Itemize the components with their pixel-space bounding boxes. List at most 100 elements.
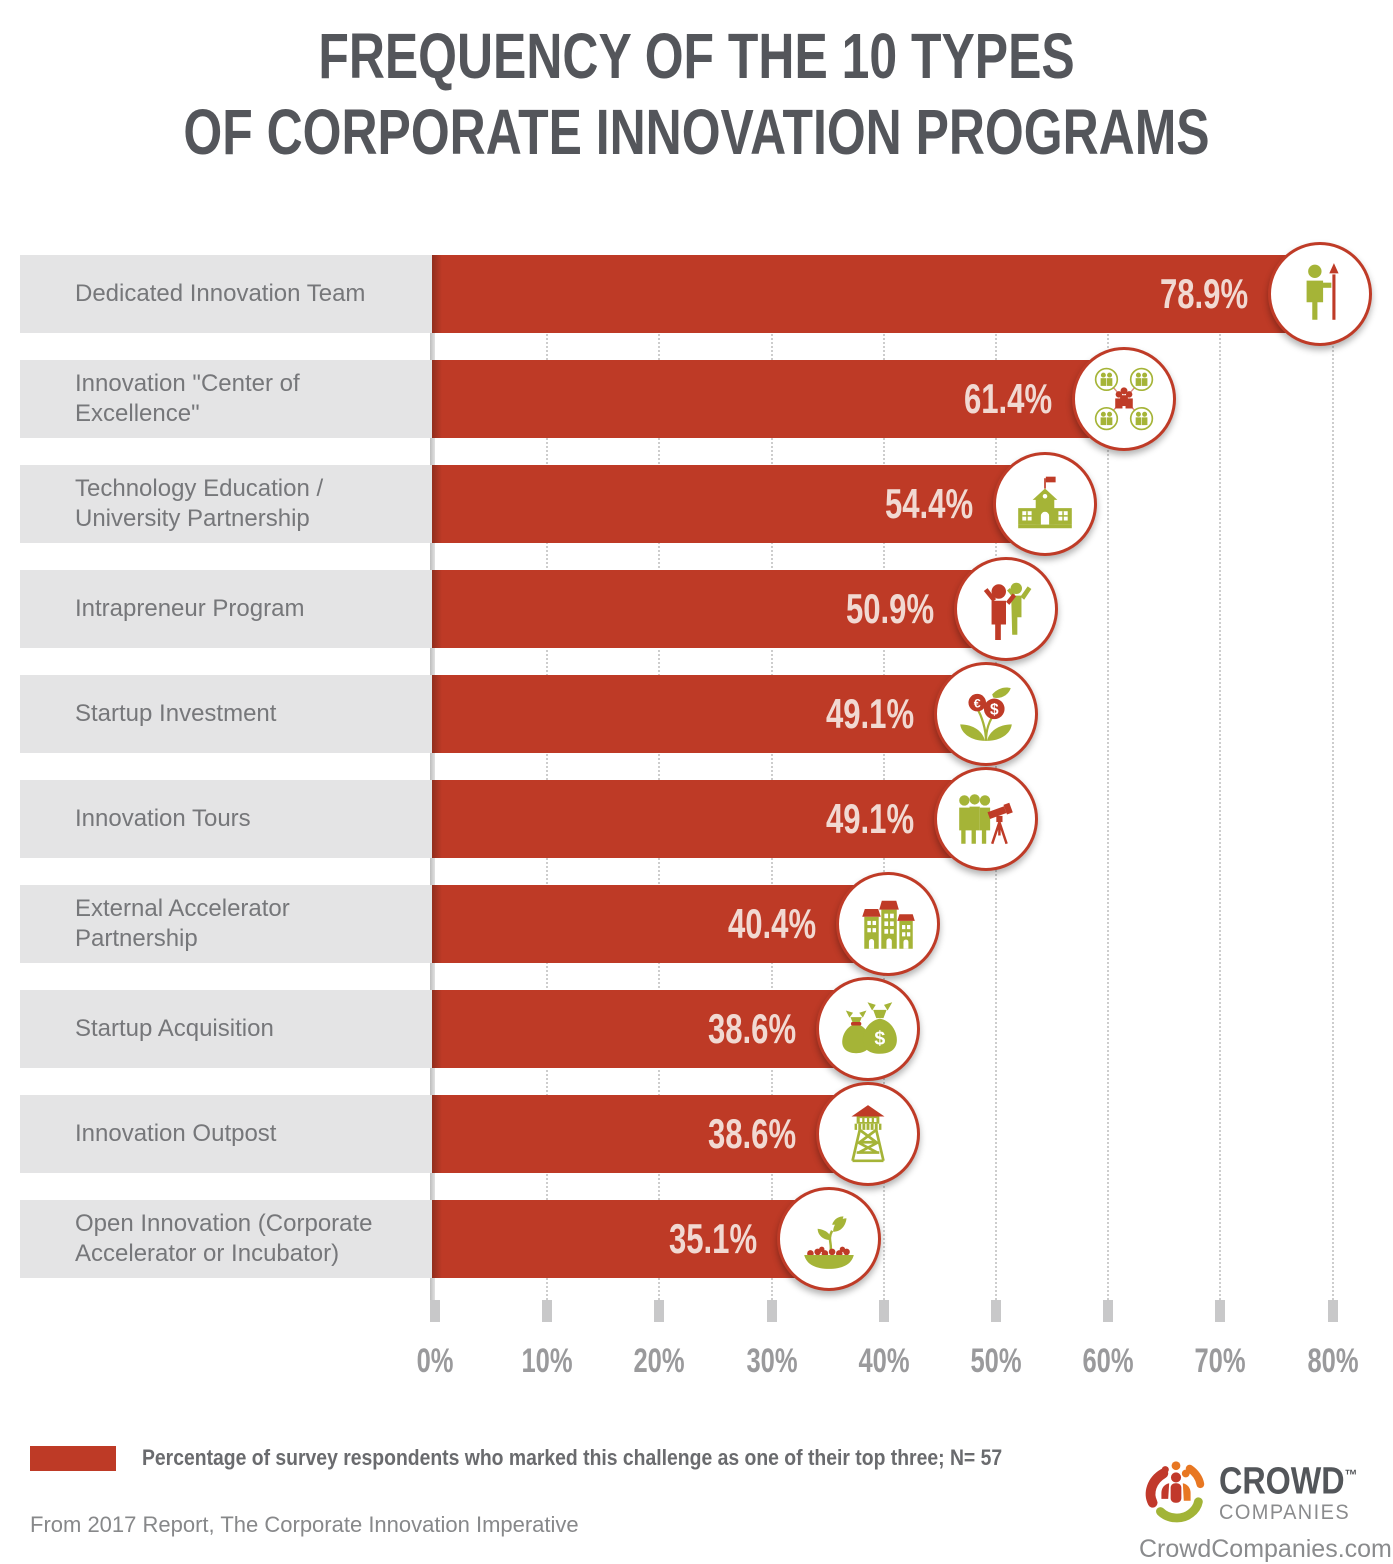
website-link[interactable]: CrowdCompanies.com xyxy=(1139,1535,1392,1563)
legend-text: Percentage of survey respondents who mar… xyxy=(142,1445,1003,1470)
category-label-box: External Accelerator Partnership xyxy=(20,885,432,963)
people-telescope-icon-circle xyxy=(933,767,1038,871)
watchtower-icon xyxy=(835,1101,901,1167)
category-label-box: Innovation "Center of Excellence" xyxy=(20,360,432,438)
category-label: Technology Education / University Partne… xyxy=(75,475,324,532)
bar: 78.9% xyxy=(432,255,1321,333)
axis-tick-mark xyxy=(654,1300,665,1322)
svg-text:$: $ xyxy=(990,702,999,719)
category-label: Innovation "Center of Excellence" xyxy=(75,370,300,427)
category-label-box: Intrapreneur Program xyxy=(20,570,432,648)
axis-tick-mark xyxy=(878,1300,889,1322)
page-title: FREQUENCY OF THE 10 TYPES OF CORPORATE I… xyxy=(0,18,1393,170)
axis-tick-mark xyxy=(1215,1300,1226,1322)
chart-row: 54.4% Technology Education / University P… xyxy=(0,452,1393,556)
plant-with-coins-icon-circle: € $ xyxy=(933,662,1038,766)
axis-tick-mark xyxy=(1103,1300,1114,1322)
money-bags-icon-circle: $ xyxy=(816,977,921,1081)
gridline xyxy=(1107,255,1110,1315)
axis-tick-label: 30% xyxy=(746,1342,798,1380)
source-note: From 2017 Report, The Corporate Innovati… xyxy=(30,1512,579,1537)
axis-tick-label: 0% xyxy=(416,1342,454,1380)
axis-tick-label: 10% xyxy=(521,1342,573,1380)
person-with-spear-icon-circle xyxy=(1268,242,1373,346)
logo-name: CROWD™ xyxy=(1219,1460,1358,1503)
axis-tick-label: 70% xyxy=(1194,1342,1246,1380)
axis-tick-mark xyxy=(991,1300,1001,1322)
chart-row: 49.1% Innovation Tours xyxy=(0,767,1393,871)
bar: 40.4% xyxy=(432,885,889,963)
bar-value-label: 38.6% xyxy=(707,1005,797,1052)
category-label: Innovation Tours xyxy=(75,805,251,832)
trademark-symbol: ™ xyxy=(1344,1467,1358,1484)
sprout-bowl-icon-circle xyxy=(776,1187,881,1291)
category-label: Intrapreneur Program xyxy=(75,595,305,622)
category-label-box: Open Innovation (Corporate Accelerator o… xyxy=(20,1200,432,1278)
bar: 38.6% xyxy=(432,1095,869,1173)
category-label: Startup Acquisition xyxy=(75,1015,274,1042)
bar-value-label: 54.4% xyxy=(885,480,974,527)
money-bags-icon: $ xyxy=(835,996,901,1062)
bar-value-label: 49.1% xyxy=(825,795,914,842)
axis-tick-mark xyxy=(766,1300,777,1322)
axis-tick-label: 20% xyxy=(633,1342,685,1380)
legend: Percentage of survey respondents who mar… xyxy=(30,1445,1119,1471)
legend-swatch xyxy=(30,1445,116,1471)
svg-text:€: € xyxy=(974,696,981,710)
people-network-icon xyxy=(1091,366,1157,432)
axis-tick-mark xyxy=(1327,1300,1338,1322)
category-label: External Accelerator Partnership xyxy=(75,895,290,952)
bar: 49.1% xyxy=(432,780,986,858)
brand-block: CROWD™ COMPANIES CrowdCompanies.com xyxy=(1139,1455,1392,1564)
axis-tick-label: 40% xyxy=(858,1342,910,1380)
category-label: Open Innovation (Corporate Accelerator o… xyxy=(75,1210,373,1267)
crowd-companies-logo-icon xyxy=(1145,1461,1205,1523)
bar: 50.9% xyxy=(432,570,1007,648)
category-label-box: Technology Education / University Partne… xyxy=(20,465,432,543)
title-line-1: FREQUENCY OF THE 10 TYPES xyxy=(318,20,1075,92)
axis-tick-label: 60% xyxy=(1082,1342,1134,1380)
bar-value-label: 49.1% xyxy=(825,690,914,737)
category-label: Dedicated Innovation Team xyxy=(75,280,366,307)
bar-value-label: 61.4% xyxy=(963,375,1052,422)
chart-row: 78.9% Dedicated Innovation Team xyxy=(0,242,1393,346)
city-buildings-icon xyxy=(855,891,921,957)
logo-subname: COMPANIES xyxy=(1219,1500,1351,1524)
chart-row: 35.1% Open Innovation (Corporate Accelera… xyxy=(0,1187,1393,1291)
category-label-box: Dedicated Innovation Team xyxy=(20,255,432,333)
chart-row: 50.9% Intrapreneur Program xyxy=(0,557,1393,661)
people-telescope-icon xyxy=(953,786,1019,852)
bar: 54.4% xyxy=(432,465,1046,543)
celebrating-people-icon xyxy=(973,576,1039,642)
bar-value-label: 35.1% xyxy=(668,1215,757,1262)
celebrating-people-icon-circle xyxy=(954,557,1059,661)
people-network-icon-circle xyxy=(1071,347,1176,451)
chart-row: 49.1% Startup Investment € $ xyxy=(0,662,1393,766)
gridline xyxy=(1219,255,1222,1315)
bar-value-label: 50.9% xyxy=(845,585,935,632)
chart-row: 40.4% External Accelerator Partnership xyxy=(0,872,1393,976)
chart-row: 61.4% Innovation "Center of Excellence" xyxy=(0,347,1393,451)
bar-value-label: 38.6% xyxy=(707,1110,797,1157)
sprout-bowl-icon xyxy=(796,1206,862,1272)
chart-row: 38.6% Startup Acquisition $ xyxy=(0,977,1393,1081)
city-buildings-icon-circle xyxy=(836,872,941,976)
bar-value-label: 78.9% xyxy=(1160,270,1249,317)
svg-text:$: $ xyxy=(874,1027,885,1049)
axis-tick-mark xyxy=(430,1300,440,1322)
university-building-icon xyxy=(1012,471,1078,537)
bar: 49.1% xyxy=(432,675,986,753)
person-with-spear-icon xyxy=(1287,261,1353,327)
chart-row: 38.6% Innovation Outpost xyxy=(0,1082,1393,1186)
category-label: Startup Investment xyxy=(75,700,277,727)
bar-value-label: 40.4% xyxy=(728,900,817,947)
watchtower-icon-circle xyxy=(816,1082,921,1186)
category-label-box: Startup Investment xyxy=(20,675,432,753)
bar: 35.1% xyxy=(432,1200,829,1278)
category-label-box: Innovation Outpost xyxy=(20,1095,432,1173)
gridline xyxy=(1331,255,1334,1315)
category-label: Innovation Outpost xyxy=(75,1120,277,1147)
axis-tick-label: 80% xyxy=(1307,1342,1359,1380)
axis-tick-label: 50% xyxy=(970,1342,1022,1380)
